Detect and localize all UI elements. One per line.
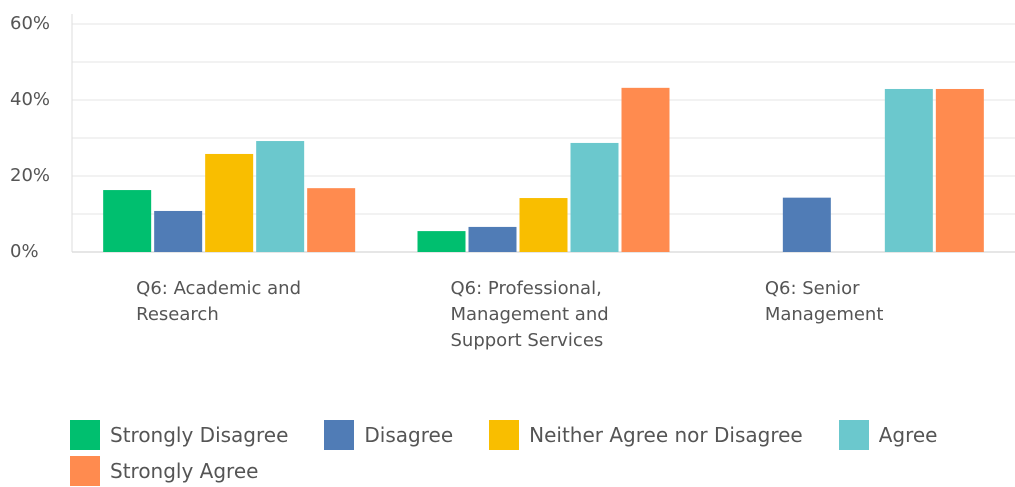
legend-item: Agree xyxy=(838,420,938,450)
bar xyxy=(570,142,619,252)
bar xyxy=(256,141,305,252)
legend-swatch xyxy=(838,420,869,450)
legend-swatch xyxy=(489,420,520,450)
bar xyxy=(519,198,568,252)
bar xyxy=(103,190,152,252)
y-tick-label: 20% xyxy=(10,165,50,186)
y-tick-label: 40% xyxy=(10,89,50,110)
x-tick-label: Q6: Academic and Research xyxy=(136,278,302,325)
x-tick-label: Q6: Senior Management xyxy=(764,278,884,325)
legend-item: Strongly Disagree xyxy=(70,420,288,450)
legend-label: Agree xyxy=(878,423,938,447)
legend-item: Strongly Agree xyxy=(70,456,258,486)
y-tick-label: 0% xyxy=(10,241,39,262)
bar xyxy=(154,210,203,252)
legend-label: Neither Agree nor Disagree xyxy=(529,423,803,447)
bar xyxy=(621,87,670,252)
legend-item: Neither Agree nor Disagree xyxy=(489,420,803,450)
bar xyxy=(417,231,466,252)
legend: Strongly Disagree Disagree Neither Agree n… xyxy=(70,420,970,486)
legend-label: Strongly Disagree xyxy=(110,423,289,447)
bar xyxy=(935,88,984,252)
x-tick-label: Q6: Professional, Management and Support… xyxy=(450,278,609,351)
bar xyxy=(884,88,933,252)
legend-label: Strongly Agree xyxy=(110,459,259,483)
legend-swatch xyxy=(324,420,355,450)
bar xyxy=(307,188,356,252)
bar xyxy=(468,226,517,252)
legend-label: Disagree xyxy=(364,423,454,447)
legend-item: Disagree xyxy=(324,420,453,450)
bar xyxy=(205,153,254,252)
legend-swatch xyxy=(70,420,100,450)
legend-swatch xyxy=(70,456,100,486)
y-tick-label: 60% xyxy=(10,13,50,34)
bar xyxy=(782,197,831,252)
